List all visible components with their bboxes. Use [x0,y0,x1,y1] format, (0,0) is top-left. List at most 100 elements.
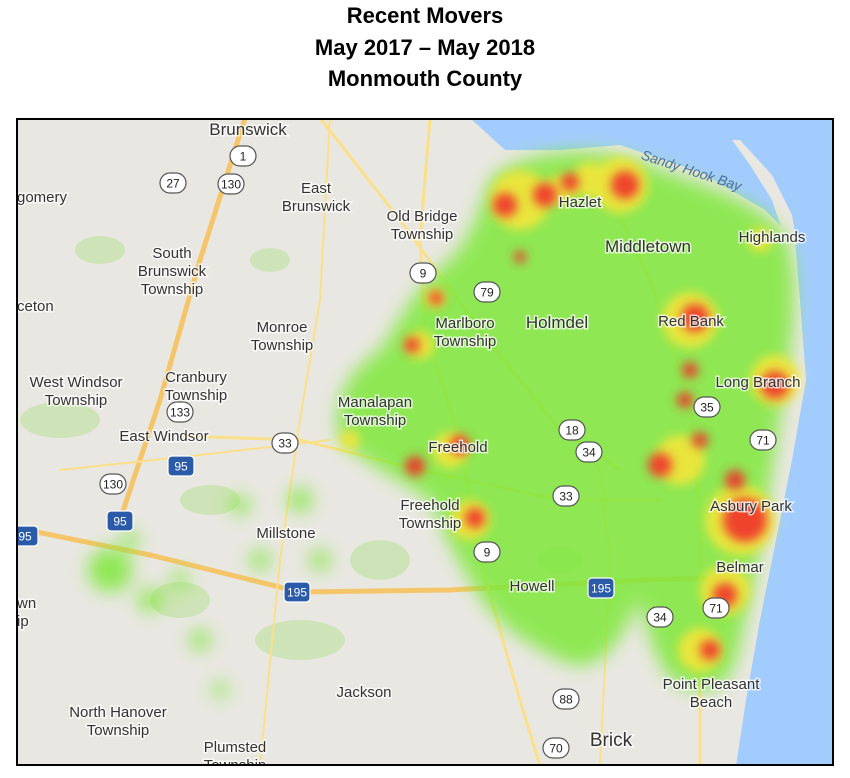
park [255,620,345,660]
route-shield [159,172,187,194]
heat-spot [138,588,162,612]
place-label: Manalapan [338,394,412,411]
route-shield [473,281,501,303]
water [471,119,833,765]
place-label: Monroe [257,319,308,336]
route-number: 34 [582,446,596,460]
route-shield [552,485,580,507]
route-number: 35 [700,401,714,415]
heat-spot [682,362,698,378]
place-label: Hazlet [559,194,602,211]
place-label: Millstone [256,525,315,542]
park [150,582,210,618]
heat-spot [250,550,270,570]
park [350,540,410,580]
route-shield [558,419,586,441]
place-label: Highlands [739,229,806,246]
place-label: Point Pleasant [663,676,761,693]
route-shield [166,401,194,423]
route-shield [17,525,39,547]
route-number: 95 [113,515,127,529]
place-label: Brunswick [138,263,207,280]
route-number: 195 [287,586,307,600]
route-shield [552,688,580,710]
place-label: Middletown [605,237,691,256]
route-number: 88 [559,693,573,707]
heat-spot [493,193,517,217]
route-number: 9 [484,546,491,560]
heat-spot [761,371,789,399]
place-label: Township [45,392,108,409]
heat-spot [681,304,709,332]
heat-spot [121,531,139,549]
place-label: Brunswick [209,120,287,139]
route-number: 27 [166,177,180,191]
place-label: Township [165,387,228,404]
heat-spot [212,682,228,698]
heat-spot [405,456,425,476]
labels: BrunswickgomerySouthBrunswickTownshipEas… [17,119,807,774]
place-label: Township [391,226,454,243]
place-label: Marlboro [435,315,494,332]
heat-spot [723,498,767,542]
route-shield [271,432,299,454]
place-label: Township [204,757,267,774]
route-number: 70 [549,742,563,756]
place-label: Township [251,337,314,354]
park [20,402,100,438]
route-shield [229,145,257,167]
heat-spot [611,171,639,199]
place-label: Jackson [336,684,391,701]
title-line: Monmouth County [327,66,523,91]
place-label: North Hanover [69,704,167,721]
heat-spot [514,251,526,263]
heat-spot [88,548,132,592]
heat-spot [465,508,485,528]
place-label: Holmdel [526,313,588,332]
heat-spot [533,183,557,207]
heat-spot [230,495,250,515]
route-shield [473,541,501,563]
route-number: 133 [170,406,190,420]
heat-spot [190,630,210,650]
route-shield [646,606,674,628]
route-number: 33 [559,490,573,504]
place-label: Brunswick [282,198,351,215]
route-shield [106,510,134,532]
heat-red [404,171,789,660]
heat-spot [450,435,470,455]
title-line: May 2017 – May 2018 [314,35,536,60]
route-number: 1 [240,150,247,164]
heat-spot [648,453,672,477]
title-line: Recent Movers [346,3,504,28]
place-label: Cranbury [165,369,227,386]
heat-spot [429,291,443,305]
heat-spot [310,550,330,570]
map-body: BrunswickgomerySouthBrunswickTownshipEas… [17,119,833,774]
heat-spot [171,571,189,589]
place-label: ceton [17,298,54,315]
route-shield [217,173,245,195]
route-shield [693,396,721,418]
route-number: 195 [591,582,611,596]
route-number: 71 [709,602,723,616]
place-label: Beach [690,694,733,711]
route-number: 34 [653,611,667,625]
place-label: Asbury Park [710,498,792,515]
route-number: 130 [103,478,123,492]
route-shield [542,737,570,759]
place-label: Belmar [716,559,764,576]
heat-spot [288,488,312,512]
place-label: Township [399,515,462,532]
place-label: Long Branch [715,374,800,391]
route-number: 9 [420,267,427,281]
place-label: Brick [590,730,633,751]
route-shield [409,262,437,284]
heat-spot [700,640,720,660]
place-label: Freehold [428,439,487,456]
route-number: 95 [174,460,188,474]
heat-spot [725,470,745,490]
heat-spot [561,173,579,191]
park [250,248,290,272]
